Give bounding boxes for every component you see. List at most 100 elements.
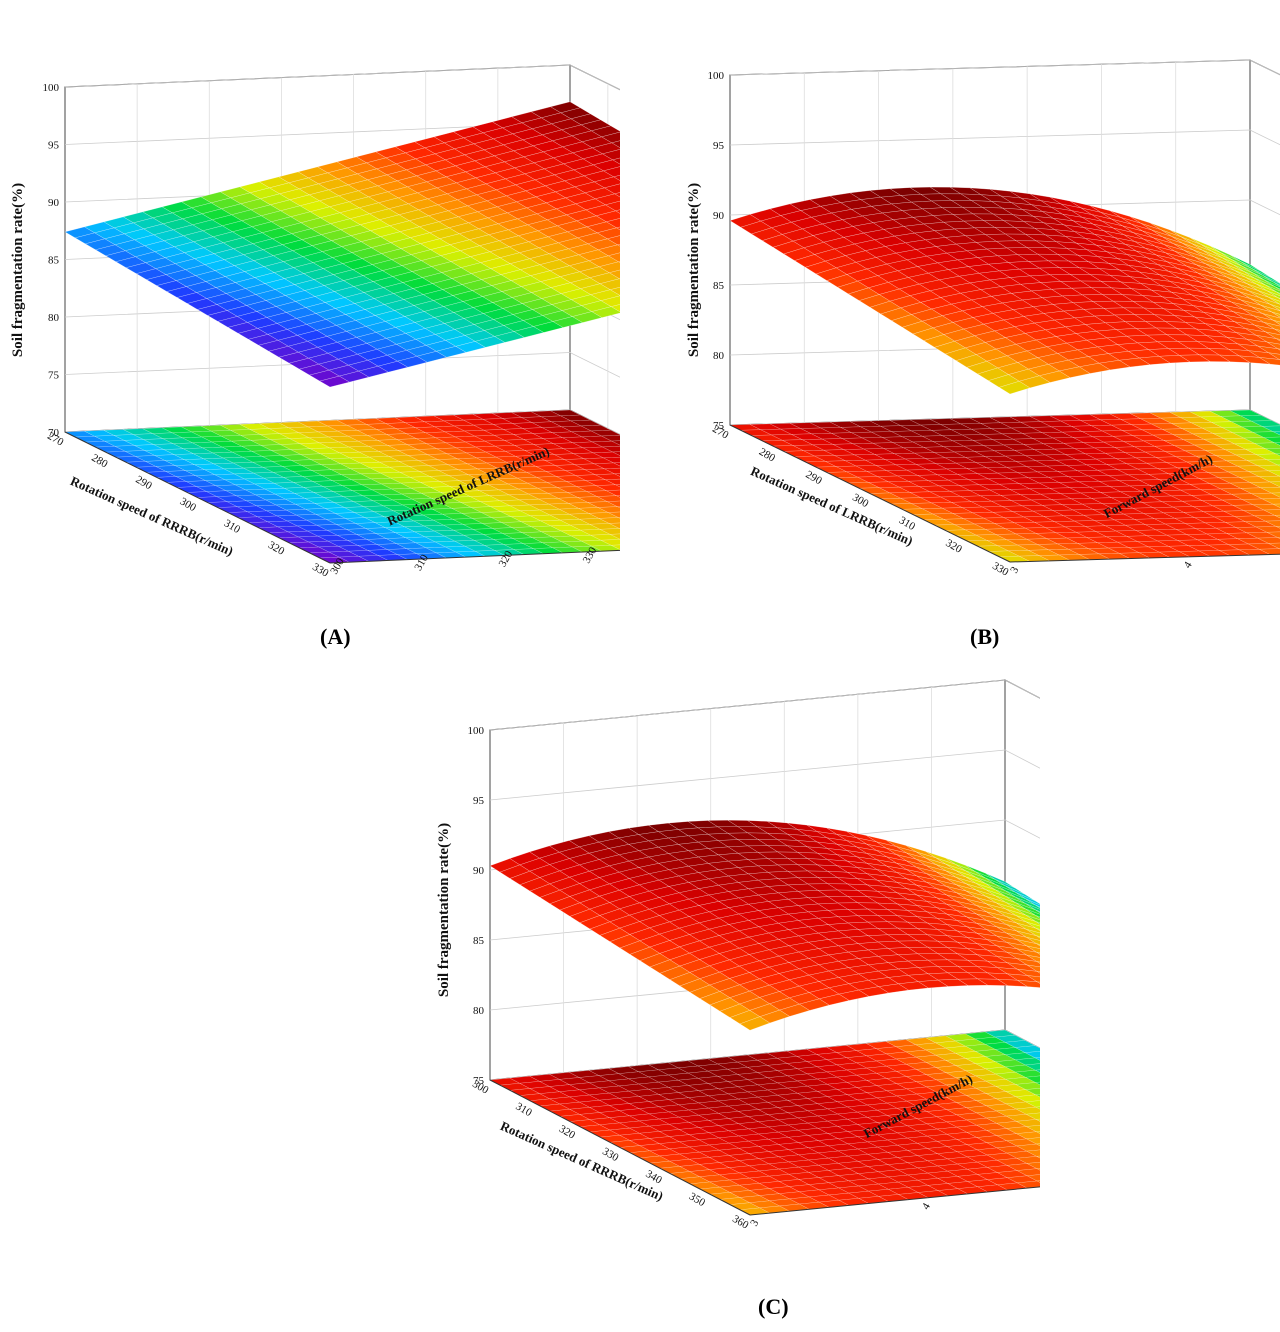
surface-cell bbox=[377, 360, 409, 373]
x-tick-label: 300 bbox=[178, 495, 199, 514]
base-cell bbox=[594, 462, 620, 470]
surface-plot-b: 75808590951002702802903003103203303456So… bbox=[680, 20, 1280, 610]
wall-gridline bbox=[729, 129, 1280, 146]
surface-cell bbox=[1266, 290, 1280, 299]
surface-cell bbox=[798, 998, 830, 1011]
surface-cell bbox=[1026, 954, 1040, 963]
surface-cell bbox=[1025, 921, 1040, 930]
z-tick-label: 90 bbox=[48, 197, 60, 209]
surface-cell bbox=[1058, 366, 1091, 378]
surface-cell bbox=[1025, 898, 1040, 908]
surface-cell bbox=[1015, 892, 1040, 906]
base-cell bbox=[1265, 520, 1280, 527]
base-cell bbox=[1024, 1051, 1040, 1059]
surface-cell bbox=[338, 370, 370, 383]
caption-c: (C) bbox=[758, 1294, 789, 1319]
base-cell bbox=[1276, 453, 1280, 457]
base-cell bbox=[1034, 1081, 1040, 1086]
base-cell bbox=[1025, 1124, 1040, 1132]
base-cell bbox=[1259, 475, 1280, 483]
z-axis-label: Soil fragmentation rate(%) bbox=[436, 823, 452, 997]
surface-cell bbox=[1277, 348, 1280, 351]
surface-cell bbox=[1262, 274, 1280, 286]
surface-cell bbox=[1035, 904, 1040, 909]
x-tick-label: 320 bbox=[944, 537, 965, 556]
wall-gridline bbox=[489, 679, 1040, 731]
surface-cell bbox=[1016, 948, 1040, 958]
base-cell bbox=[1251, 492, 1280, 500]
surface-cell bbox=[937, 978, 969, 987]
base-cell bbox=[616, 495, 620, 498]
box-edge bbox=[329, 549, 620, 564]
base-cell bbox=[599, 528, 620, 535]
wall-gridline bbox=[64, 64, 620, 91]
base-cell bbox=[1252, 503, 1280, 511]
surface-cell bbox=[1025, 903, 1040, 912]
base-cell bbox=[1034, 1094, 1040, 1098]
surface-cell bbox=[1274, 328, 1280, 333]
wall-gridline bbox=[489, 749, 1040, 801]
base-cell bbox=[1025, 1100, 1040, 1108]
surface-cell bbox=[1017, 979, 1040, 988]
surface-cell bbox=[1256, 335, 1280, 345]
base-cell bbox=[1271, 492, 1280, 498]
base-cell bbox=[597, 495, 620, 502]
base-cell bbox=[1257, 464, 1280, 472]
base-cell bbox=[619, 528, 620, 530]
surface-cell bbox=[1026, 929, 1040, 937]
surface-cell bbox=[1251, 306, 1280, 319]
surface-plot-b-svg: 75808590951002702802903003103203303456So… bbox=[686, 59, 1280, 579]
surface-cell bbox=[617, 261, 620, 263]
base-cell bbox=[1262, 498, 1280, 505]
surface-cell bbox=[358, 365, 389, 378]
surface-cell bbox=[739, 1016, 771, 1031]
base-cell bbox=[1257, 537, 1280, 544]
box-edge bbox=[749, 1186, 1040, 1216]
base-cell bbox=[595, 473, 620, 480]
surface-cell bbox=[1015, 896, 1040, 910]
base-cell bbox=[1262, 425, 1280, 432]
x-tick-label: 320 bbox=[266, 539, 287, 558]
base-cell bbox=[1272, 431, 1280, 436]
base-cell bbox=[1015, 1143, 1040, 1152]
surface-cell bbox=[1266, 341, 1280, 350]
wall-gridline bbox=[729, 59, 1280, 76]
z-tick-label: 80 bbox=[473, 1005, 485, 1017]
base-cell bbox=[612, 451, 620, 456]
surface-cell bbox=[610, 304, 620, 313]
base-cell bbox=[1025, 1137, 1040, 1145]
z-tick-label: 85 bbox=[713, 280, 725, 292]
x-tick-label: 280 bbox=[89, 452, 110, 471]
surface-cell bbox=[1035, 909, 1040, 914]
surface-cell bbox=[1262, 313, 1280, 323]
surface-cell bbox=[1016, 968, 1040, 978]
surface-cell bbox=[1026, 964, 1040, 973]
x-tick-label: 310 bbox=[222, 517, 243, 536]
surface-cell bbox=[1036, 971, 1040, 974]
base-cell bbox=[1263, 509, 1280, 516]
surface-cell bbox=[1138, 356, 1171, 365]
base-cell bbox=[1014, 1069, 1040, 1078]
base-cell bbox=[1274, 442, 1280, 446]
y-tick-label: 3 bbox=[748, 1217, 761, 1228]
surface-cell bbox=[615, 226, 620, 231]
base-cell bbox=[1277, 537, 1280, 539]
surface-cell bbox=[1276, 291, 1280, 295]
base-cell bbox=[604, 467, 620, 475]
base-cell bbox=[1268, 470, 1280, 477]
x-tick-label: 280 bbox=[757, 446, 778, 465]
surface-cell bbox=[998, 380, 1031, 395]
base-cell bbox=[1035, 1155, 1040, 1159]
base-cell bbox=[603, 456, 620, 464]
surface-cell bbox=[1263, 322, 1280, 331]
base-cell bbox=[1024, 1087, 1040, 1096]
surface-cell bbox=[618, 278, 620, 280]
surface-cell bbox=[604, 200, 620, 212]
surface-cell bbox=[613, 174, 620, 181]
z-tick-label: 100 bbox=[43, 82, 60, 94]
surface-cell bbox=[1016, 939, 1040, 949]
surface-cell bbox=[455, 341, 487, 353]
box-edge bbox=[1009, 553, 1280, 563]
surface-cell bbox=[416, 351, 448, 363]
z-tick-label: 85 bbox=[473, 935, 485, 947]
